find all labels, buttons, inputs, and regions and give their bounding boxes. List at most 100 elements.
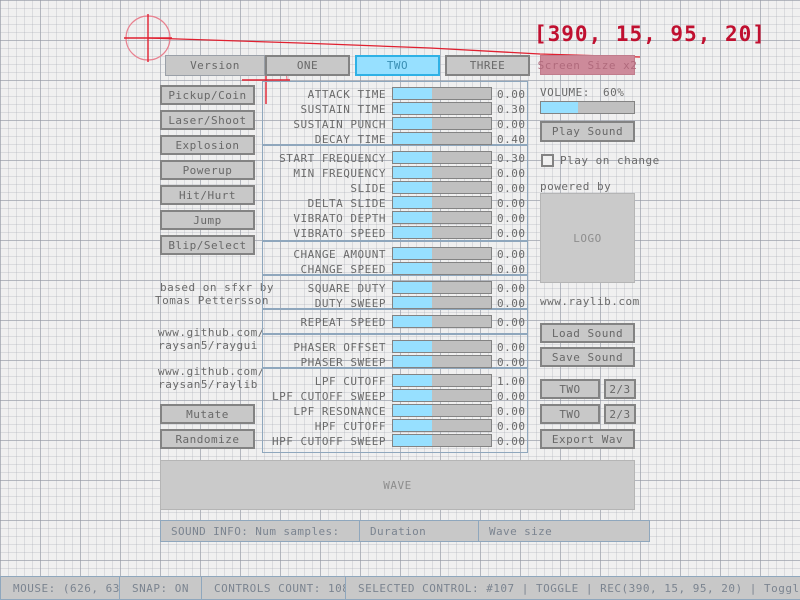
slider-label-vibrato-depth: VIBRATO DEPTH <box>293 212 386 225</box>
status-controls-count: CONTROLS COUNT: 108 <box>200 576 349 600</box>
slider-value-change-amount: 0.00 <box>497 248 526 261</box>
slider-phaser-offset[interactable] <box>392 340 492 353</box>
slider-label-repeat-speed: REPEAT SPEED <box>300 316 386 329</box>
slider-label-decay-time: DECAY TIME <box>314 133 386 146</box>
slider-vibrato-depth[interactable] <box>392 211 492 224</box>
slider-fill <box>393 152 433 163</box>
preset-pickup-coin-button[interactable]: Pickup/Coin <box>160 85 255 105</box>
slider-hpf-cutoff-sweep[interactable] <box>392 434 492 447</box>
slider-value-slide: 0.00 <box>497 182 526 195</box>
slider-sustain-punch[interactable] <box>392 117 492 130</box>
slider-repeat-speed[interactable] <box>392 315 492 328</box>
version-label-button[interactable]: Version <box>165 55 265 76</box>
slider-value-sustain-time: 0.30 <box>497 103 526 116</box>
volume-value: 60% <box>603 86 625 99</box>
sound-info-duration: Duration <box>359 520 479 542</box>
slider-fill <box>393 212 433 223</box>
slider-label-vibrato-speed: VIBRATO SPEED <box>293 227 386 240</box>
slider-value-lpf-cutoff: 1.00 <box>497 375 526 388</box>
logo-placeholder: LOGO <box>540 193 635 283</box>
play-on-change-checkbox[interactable] <box>541 154 554 167</box>
slider-label-lpf-resonance: LPF RESONANCE <box>293 405 386 418</box>
mutate-button[interactable]: Mutate <box>160 404 255 424</box>
raylib-link-line-1[interactable]: www.github.com/ <box>158 365 265 378</box>
combobox-bit-depth-count[interactable]: 2/3 <box>604 404 636 424</box>
wave-preview-panel[interactable]: WAVE <box>160 460 635 510</box>
slider-square-duty[interactable] <box>392 281 492 294</box>
raygui-link-line-1[interactable]: www.github.com/ <box>158 326 265 339</box>
slider-fill <box>393 227 433 238</box>
slider-attack-time[interactable] <box>392 87 492 100</box>
raylib-link-line-2[interactable]: raysan5/raylib <box>158 378 258 391</box>
randomize-button[interactable]: Randomize <box>160 429 255 449</box>
slider-fill <box>393 182 433 193</box>
volume-slider-fill <box>541 102 579 113</box>
slider-sustain-time[interactable] <box>392 102 492 115</box>
slider-duty-sweep[interactable] <box>392 296 492 309</box>
preset-blip-select-button[interactable]: Blip/Select <box>160 235 255 255</box>
slider-fill <box>393 316 433 327</box>
screen-size-x2-button[interactable]: Screen Size x2 <box>538 55 637 75</box>
slider-label-attack-time: ATTACK TIME <box>307 88 386 101</box>
slider-decay-time[interactable] <box>392 132 492 145</box>
credit-line-2: Tomas Pettersson <box>155 294 269 307</box>
slider-value-lpf-resonance: 0.00 <box>497 405 526 418</box>
powered-by-label: powered by <box>540 180 612 193</box>
slider-label-square-duty: SQUARE DUTY <box>307 282 386 295</box>
credit-line-1: based on sfxr by <box>160 281 274 294</box>
slider-label-min-frequency: MIN FREQUENCY <box>293 167 386 180</box>
slider-lpf-cutoff[interactable] <box>392 374 492 387</box>
combobox-sample-rate[interactable]: TWO <box>540 379 600 399</box>
play-on-change-label: Play on change <box>560 154 660 167</box>
play-sound-button[interactable]: Play Sound <box>540 121 635 142</box>
slider-phaser-sweep[interactable] <box>392 355 492 368</box>
slider-fill <box>393 197 433 208</box>
slider-fill <box>393 263 433 274</box>
slider-label-duty-sweep: DUTY SWEEP <box>314 297 386 310</box>
preset-laser-shoot-button[interactable]: Laser/Shoot <box>160 110 255 130</box>
guide-circle-primary <box>125 15 171 61</box>
slider-change-speed[interactable] <box>392 262 492 275</box>
slider-value-phaser-sweep: 0.00 <box>497 356 526 369</box>
slider-start-frequency[interactable] <box>392 151 492 164</box>
slider-label-slide: SLIDE <box>350 182 386 195</box>
status-bar: MOUSE: (626, 63) SNAP: ON CONTROLS COUNT… <box>0 576 800 600</box>
toggle-version-two[interactable]: TWO <box>355 55 440 76</box>
slider-label-change-speed: CHANGE SPEED <box>300 263 386 276</box>
raylib-website-link[interactable]: www.raylib.com <box>540 295 640 308</box>
volume-slider[interactable] <box>540 101 635 114</box>
preset-hit-hurt-button[interactable]: Hit/Hurt <box>160 185 255 205</box>
slider-delta-slide[interactable] <box>392 196 492 209</box>
slider-fill <box>393 88 433 99</box>
export-wav-button[interactable]: Export Wav <box>540 429 635 449</box>
slider-lpf-resonance[interactable] <box>392 404 492 417</box>
slider-hpf-cutoff[interactable] <box>392 419 492 432</box>
slider-label-hpf-cutoff-sweep: HPF CUTOFF SWEEP <box>272 435 386 448</box>
slider-fill <box>393 341 433 352</box>
load-sound-button[interactable]: Load Sound <box>540 323 635 343</box>
slider-value-min-frequency: 0.00 <box>497 167 526 180</box>
slider-change-amount[interactable] <box>392 247 492 260</box>
preset-jump-button[interactable]: Jump <box>160 210 255 230</box>
save-sound-button[interactable]: Save Sound <box>540 347 635 367</box>
slider-vibrato-speed[interactable] <box>392 226 492 239</box>
slider-fill <box>393 390 433 401</box>
selected-rect-coordinates: [390, 15, 95, 20] <box>534 22 766 46</box>
slider-label-phaser-sweep: PHASER SWEEP <box>300 356 386 369</box>
toggle-version-three[interactable]: THREE <box>445 55 530 76</box>
slider-fill <box>393 405 433 416</box>
combobox-bit-depth[interactable]: TWO <box>540 404 600 424</box>
slider-label-start-frequency: START FREQUENCY <box>279 152 386 165</box>
slider-label-sustain-punch: SUSTAIN PUNCH <box>293 118 386 131</box>
slider-value-lpf-cutoff-sweep: 0.00 <box>497 390 526 403</box>
slider-min-frequency[interactable] <box>392 166 492 179</box>
preset-powerup-button[interactable]: Powerup <box>160 160 255 180</box>
slider-lpf-cutoff-sweep[interactable] <box>392 389 492 402</box>
slider-value-hpf-cutoff: 0.00 <box>497 420 526 433</box>
slider-slide[interactable] <box>392 181 492 194</box>
combobox-sample-rate-count[interactable]: 2/3 <box>604 379 636 399</box>
raygui-link-line-2[interactable]: raysan5/raygui <box>158 339 258 352</box>
preset-explosion-button[interactable]: Explosion <box>160 135 255 155</box>
toggle-version-one[interactable]: ONE <box>265 55 350 76</box>
